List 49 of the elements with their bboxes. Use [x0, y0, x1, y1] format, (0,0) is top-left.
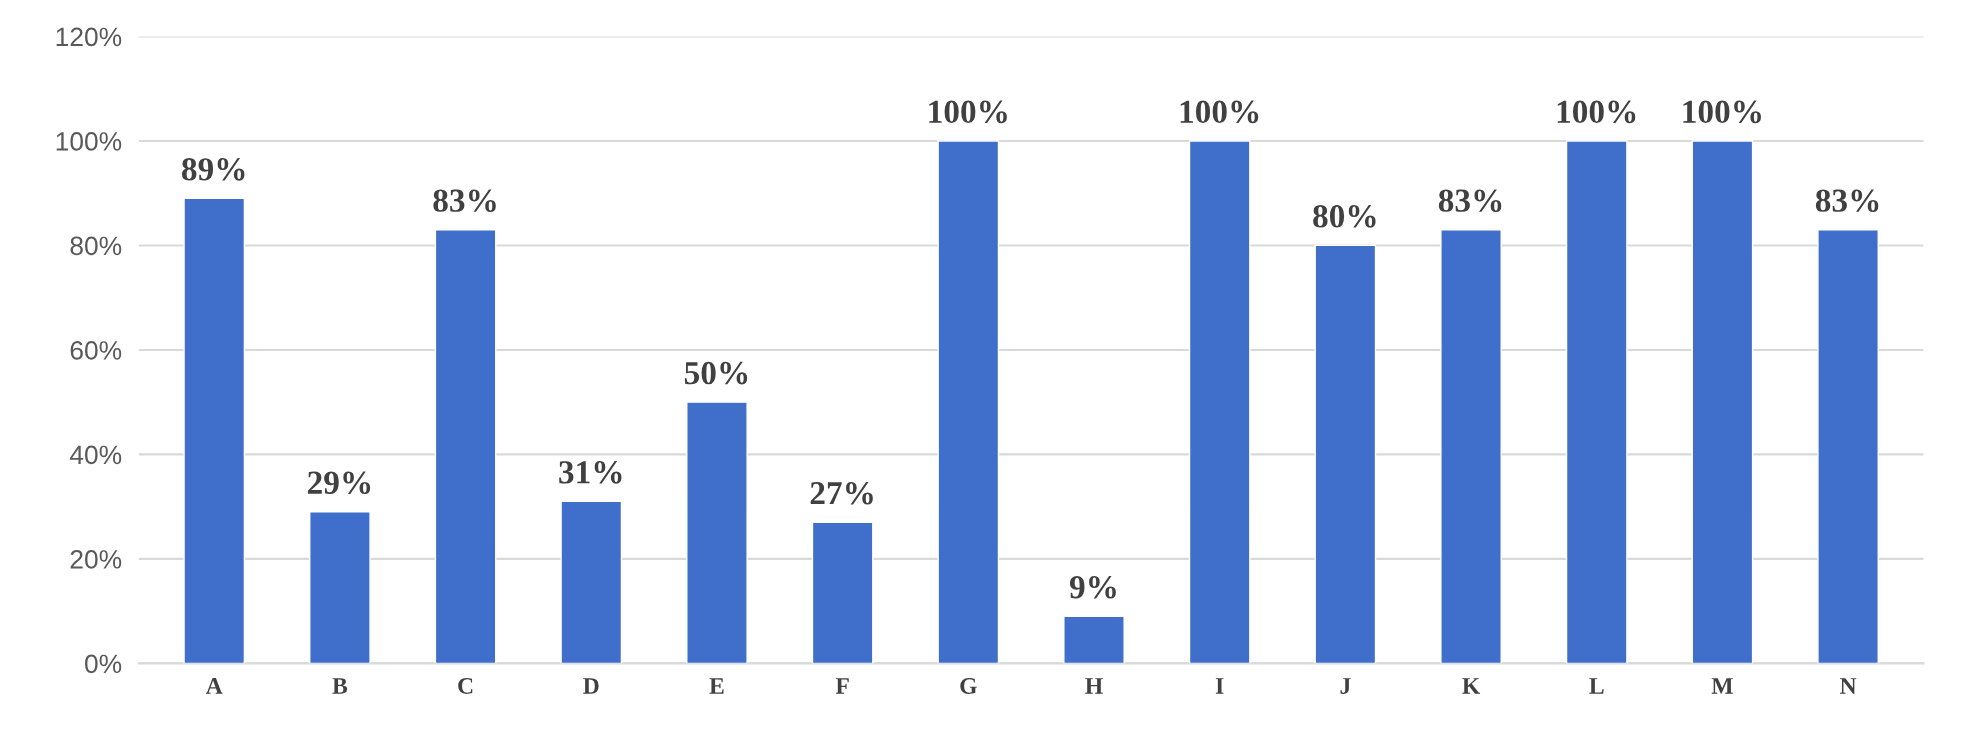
bar	[1691, 140, 1754, 664]
x-tick-label: H	[1085, 678, 1103, 694]
y-tick-label: 0%	[85, 654, 122, 674]
bar	[434, 229, 497, 664]
bar	[937, 140, 1000, 664]
x-tick-label: K	[1462, 678, 1481, 694]
bar	[1817, 229, 1879, 664]
x-tick-label: D	[583, 678, 599, 694]
x-tick-label: A	[205, 678, 223, 694]
x-tick-label: F	[835, 678, 849, 694]
bar	[811, 521, 874, 664]
x-tick-label: L	[1589, 678, 1604, 694]
data-label: 100%	[1180, 100, 1259, 124]
x-tick-label: N	[1840, 678, 1857, 694]
bar	[1063, 615, 1125, 664]
x-tick-label: E	[709, 678, 724, 694]
bar	[1565, 140, 1628, 664]
data-label: 83%	[1438, 189, 1502, 212]
y-tick-label: 80%	[70, 236, 122, 256]
data-label: 100%	[1683, 100, 1761, 124]
bar	[1188, 140, 1251, 664]
bar	[686, 401, 748, 664]
data-label: 9%	[1069, 575, 1116, 599]
bar	[560, 500, 623, 664]
x-tick-label: I	[1215, 678, 1224, 694]
x-tick-label: B	[332, 678, 348, 694]
data-label: 83%	[433, 189, 496, 212]
y-tick-label: 120%	[56, 27, 122, 47]
x-tick-label: M	[1711, 678, 1733, 694]
data-label: 50%	[684, 361, 748, 385]
y-tick-label: 100%	[56, 132, 122, 151]
data-label: 100%	[1557, 100, 1636, 124]
data-label: 89%	[182, 158, 245, 181]
data-label: 100%	[929, 100, 1007, 124]
y-tick-label: 20%	[70, 550, 122, 569]
x-tick-label: J	[1340, 678, 1351, 694]
data-label: 80%	[1313, 205, 1376, 228]
bar	[183, 197, 246, 664]
bar	[309, 511, 371, 664]
y-tick-label: 40%	[69, 445, 122, 465]
data-label: 31%	[559, 461, 622, 484]
data-label: 83%	[1815, 189, 1879, 212]
y-tick-label: 60%	[70, 341, 122, 360]
data-label: 29%	[307, 471, 371, 495]
x-tick-label: C	[458, 678, 473, 694]
data-label: 27%	[810, 481, 873, 505]
x-tick-label: G	[960, 678, 977, 694]
bar	[1440, 229, 1502, 664]
bar	[1314, 244, 1377, 664]
